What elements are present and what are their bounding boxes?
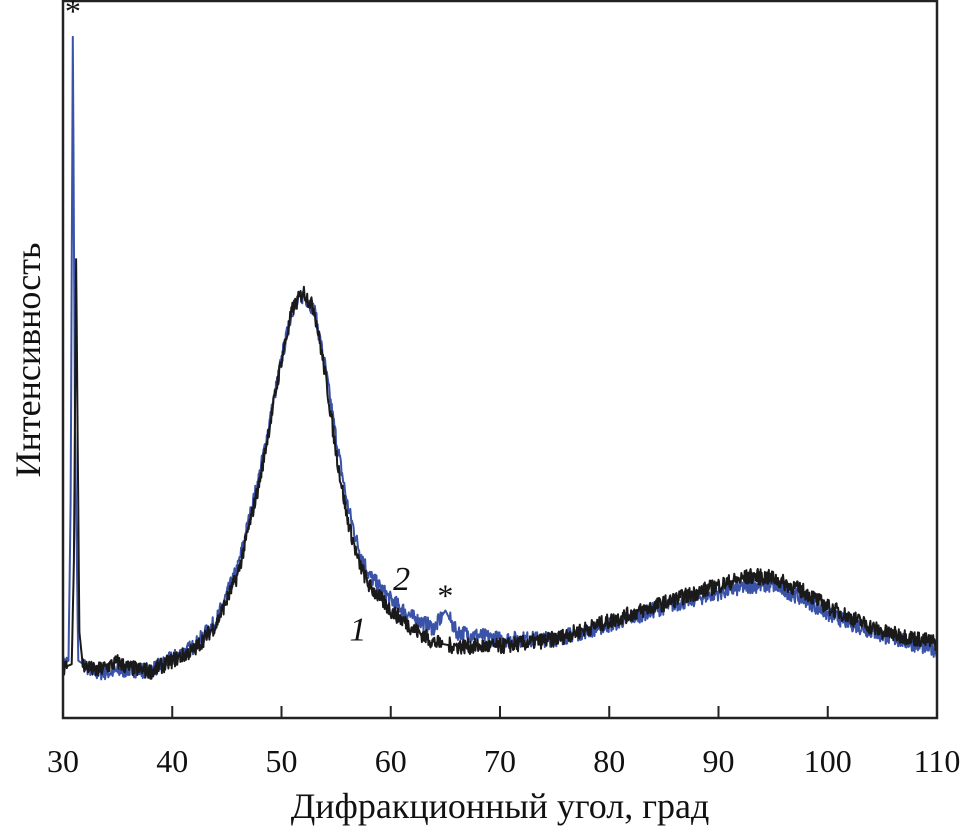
x-tick-label: 50: [266, 743, 298, 779]
x-tick-label: 40: [156, 743, 188, 779]
x-ticks: 30 40 50 60 70 80 90 100 110: [47, 706, 960, 779]
y-axis-title: Интенсивность: [8, 243, 48, 478]
annotations: * * 12: [65, 0, 454, 648]
curve-label-1: 1: [349, 611, 366, 648]
plot-frame: [61, 0, 939, 720]
x-tick-label: 80: [593, 743, 625, 779]
series-2-line: [62, 35, 938, 681]
x-tick-label: 90: [703, 743, 735, 779]
x-axis-title: Дифракционный угол, град: [291, 786, 710, 826]
plot-curves: [62, 35, 938, 681]
peak-marker-asterisk: *: [65, 0, 81, 29]
peak-marker-asterisk: *: [437, 578, 453, 614]
x-tick-label: 110: [914, 743, 961, 779]
series-1-line: [62, 258, 938, 680]
x-tick-label: 100: [804, 743, 852, 779]
x-tick-label: 70: [484, 743, 516, 779]
curve-label-2: 2: [393, 561, 410, 598]
x-tick-label: 30: [47, 743, 79, 779]
x-tick-label: 60: [375, 743, 407, 779]
